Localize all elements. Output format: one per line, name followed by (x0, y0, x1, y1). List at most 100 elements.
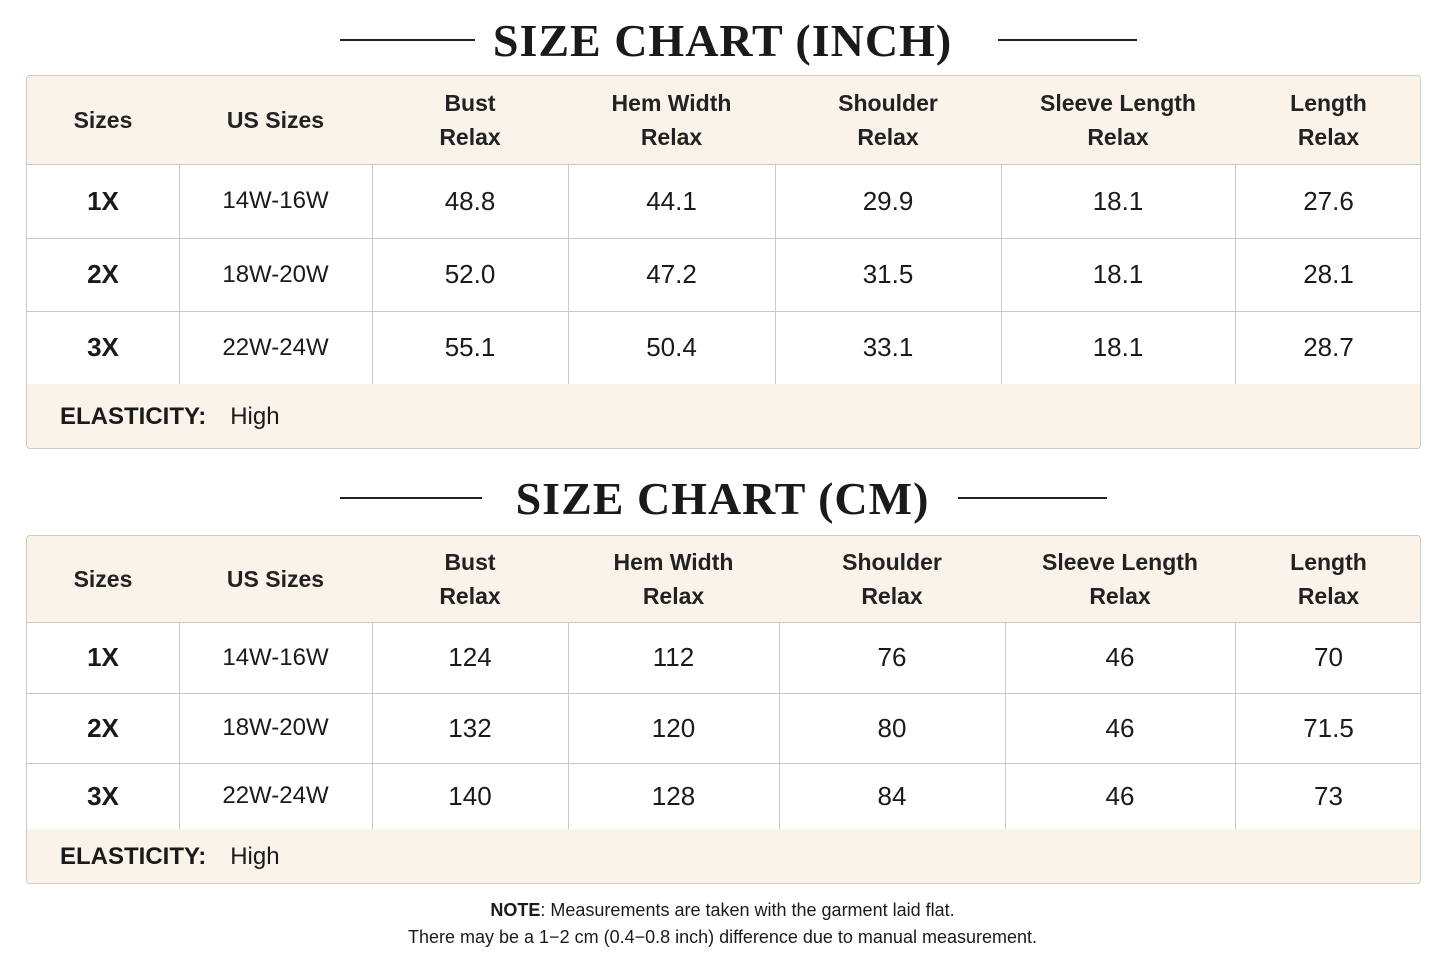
header-line: Relax (861, 583, 923, 609)
table-cell: 71.5 (1235, 693, 1420, 764)
note-text: : Measurements are taken with the garmen… (540, 900, 955, 920)
cell-text: 76 (877, 642, 907, 672)
table-cell: 28.1 (1235, 238, 1420, 312)
cell-text: 140 (448, 780, 492, 811)
table-cell: Sleeve Length Relax (1001, 76, 1236, 165)
cell-text: 33.1 (862, 332, 914, 362)
table: Sizes US Sizes Bust Relax Hem Width Relax Shou… (26, 535, 1421, 884)
table-cell: 44.1 (568, 164, 776, 239)
cell-text: 18W-20W (222, 260, 329, 288)
footer-value: High (230, 843, 280, 870)
footer-value: High (230, 403, 280, 430)
cell-text: 18.1 (1092, 332, 1144, 362)
header-line: Relax (1089, 583, 1151, 609)
cell-text: 47.2 (646, 259, 697, 289)
cell-text: 28.7 (1303, 332, 1354, 362)
table-cell: 14W-16W (179, 164, 373, 239)
table-cell: US Sizes (179, 536, 373, 623)
table-cell: 27.6 (1235, 164, 1420, 239)
note-line: NOTE: Measurements are taken with the ga… (0, 900, 1445, 921)
cell-text: 73 (1314, 780, 1343, 811)
table-cell: 48.8 (372, 164, 569, 239)
table-cell: 140 (372, 763, 569, 830)
cell-text: 120 (651, 712, 696, 743)
cell-text: 2X (87, 712, 119, 743)
title-rule (340, 497, 482, 499)
table-cell: 18.1 (1001, 164, 1236, 239)
header-line: Length (1290, 90, 1367, 116)
table-cell: 14W-16W (179, 622, 373, 694)
cell-text: 46 (1105, 780, 1135, 811)
header-line: Sizes (73, 566, 133, 592)
title-rule (998, 39, 1137, 41)
table-cell: 18.1 (1001, 311, 1236, 385)
table-cell: 3X (27, 763, 180, 830)
cell-text: 112 (652, 642, 695, 672)
cell-text: 3X (87, 332, 119, 362)
header-line: Bust (444, 90, 496, 116)
table: Sizes US Sizes Bust Relax Hem Width Relax Shou… (26, 75, 1421, 449)
table-cell: 84 (779, 763, 1006, 830)
table-cell: 2X (27, 693, 180, 764)
table-cell: 76 (779, 622, 1006, 694)
cell-text: 84 (877, 780, 907, 811)
table-cell: Hem Width Relax (568, 536, 780, 623)
table-cell: 52.0 (372, 238, 569, 312)
table-footer: ELASTICITY: High (27, 384, 1420, 448)
table-cell: 50.4 (568, 311, 776, 385)
table-cell: 22W-24W (179, 311, 373, 385)
cell-text: 14W-16W (222, 187, 329, 214)
cell-text: 44.1 (646, 185, 697, 216)
cell-text: 2X (87, 259, 119, 289)
table-cell: 80 (779, 693, 1006, 764)
table-cell: 120 (568, 693, 780, 764)
table-cell: Sleeve Length Relax (1005, 536, 1236, 623)
header-line: Relax (1297, 583, 1360, 609)
table-cell: 55.1 (372, 311, 569, 385)
table-cell: 29.9 (775, 164, 1002, 239)
header-line: Sleeve Length (1040, 90, 1196, 116)
header-line: Bust (444, 549, 496, 575)
header-line: Sizes (73, 107, 133, 133)
table-cell: 31.5 (775, 238, 1002, 312)
header-line: Relax (439, 124, 501, 150)
cell-text: 132 (448, 712, 492, 743)
title-rule (958, 497, 1107, 499)
header-line: Relax (439, 583, 501, 609)
table-cell: 132 (372, 693, 569, 764)
title-rule (340, 39, 475, 41)
table-cell: 18W-20W (179, 693, 373, 764)
table-cell: Bust Relax (372, 536, 569, 623)
cell-text: 124 (448, 642, 492, 672)
cell-text: 46 (1105, 712, 1135, 743)
cell-text: 18.1 (1092, 185, 1144, 216)
cell-text: 22W-24W (222, 782, 329, 809)
cell-text: 22W-24W (222, 333, 329, 361)
header-line: Length (1290, 549, 1367, 575)
table-cell: 46 (1005, 622, 1236, 694)
cell-text: 48.8 (444, 185, 496, 216)
header-line: Hem Width (613, 549, 734, 575)
table-title: SIZE CHART (INCH) (492, 15, 953, 66)
table-cell: 18W-20W (179, 238, 373, 312)
header-line: Relax (642, 583, 705, 609)
header-line: Relax (857, 124, 919, 150)
table-cell: 28.7 (1235, 311, 1420, 385)
table-cell: 112 (568, 622, 780, 694)
cell-text: 52.0 (444, 259, 496, 289)
header-line: Shoulder (838, 90, 938, 116)
cell-text: 18W-20W (222, 714, 329, 741)
note-label: NOTE (490, 900, 541, 920)
table-cell: Sizes (27, 76, 180, 165)
footer-label: ELASTICITY: (60, 403, 207, 430)
cell-text: 46 (1105, 642, 1135, 672)
table-cell: 46 (1005, 763, 1236, 830)
header-line: US Sizes (226, 566, 325, 592)
table-cell: Bust Relax (372, 76, 569, 165)
footer-label: ELASTICITY: (60, 843, 207, 870)
table-cell: Sizes (27, 536, 180, 623)
table-cell: Shoulder Relax (779, 536, 1006, 623)
table-footer: ELASTICITY: High (27, 829, 1420, 883)
table-cell: Shoulder Relax (775, 76, 1002, 165)
